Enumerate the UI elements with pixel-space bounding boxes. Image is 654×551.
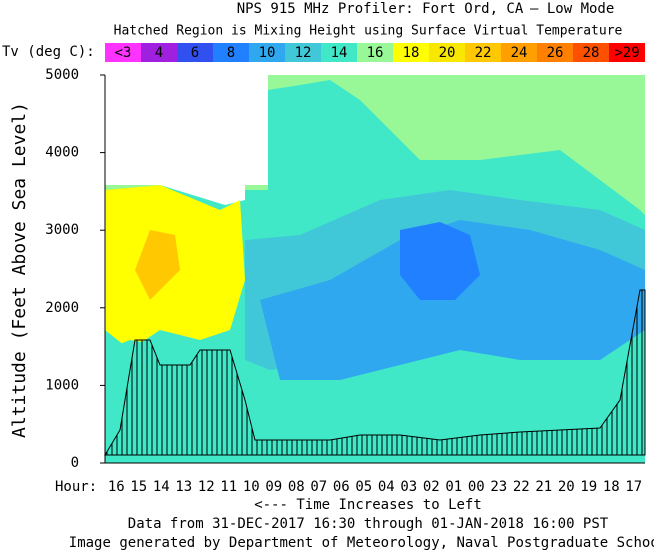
x-tick-label: 05 [355,479,372,495]
colorbar-swatch [429,43,465,62]
y-tick-label: 5000 [45,67,79,83]
y-tick-label: 1000 [45,377,79,393]
x-tick-label: 19 [580,479,597,495]
colorbar-tick-label: 20 [439,45,456,61]
colorbar-tick-label: 24 [511,45,528,61]
colorbar-swatch [141,43,177,62]
colorbar-tick-label: 10 [259,45,276,61]
y-axis-title: Altitude (Feet Above Sea Level) [9,102,30,438]
x-tick-label: 04 [378,479,395,495]
x-tick-label: 01 [445,479,462,495]
x-tick-label: 13 [175,479,192,495]
x-tick-label: 00 [468,479,485,495]
plot-field [104,75,646,463]
colorbar-swatch [321,43,357,62]
x-tick-label: 03 [400,479,417,495]
x-tick-label: 18 [603,479,620,495]
chart-title: NPS 915 MHz Profiler: Fort Ord, CA [237,1,524,17]
colorbar-swatch [573,43,609,62]
x-tick-label: 16 [108,479,125,495]
colorbar-tick-label: 12 [295,45,312,61]
chart-title-right: — Low Mode [530,1,614,17]
x-tick-label: 11 [220,479,237,495]
colorbar-tick-label: 6 [191,45,199,61]
footer-line: Image generated by Department of Meteoro… [69,535,654,551]
x-tick-label: 06 [333,479,350,495]
colorbar-label: Tv (deg C): [2,44,95,60]
colorbar-swatch [465,43,501,62]
x-tick-label: 14 [153,479,170,495]
colorbar-swatch [537,43,573,62]
y-tick-label: 2000 [45,300,79,316]
x-tick-label: 09 [265,479,282,495]
x-tick-label: 10 [243,479,260,495]
colorbar-tick-label: 28 [583,45,600,61]
colorbar-tick-label: 16 [367,45,384,61]
colorbar-tick-label: >29 [614,45,639,61]
x-tick-label: 20 [558,479,575,495]
footer-line: Data from 31-DEC-2017 16:30 through 01-J… [128,516,609,532]
x-tick-label: 08 [288,479,305,495]
colorbar-tick-label: 4 [155,45,163,61]
colorbar-swatch [213,43,249,62]
x-tick-label: 12 [198,479,215,495]
colorbar-swatch [609,43,645,62]
colorbar: <3 4 6 8 10 12 14 16 18 20 22 24 26 28 >29 [105,43,645,62]
y-axis-ticks: 0 1000 2000 3000 4000 5000 [45,67,105,471]
x-tick-label: 23 [490,479,507,495]
y-tick-label: 3000 [45,222,79,238]
colorbar-tick-label: 8 [227,45,235,61]
colorbar-tick-label: 22 [475,45,492,61]
colorbar-swatch [249,43,285,62]
colorbar-swatch [357,43,393,62]
x-axis-ticks: 16 15 14 13 12 11 10 09 08 07 06 05 04 03 02 01 00 23 22 21… [108,479,642,495]
x-tick-label: 17 [625,479,642,495]
y-tick-label: 0 [71,455,79,471]
x-tick-label: 07 [310,479,327,495]
x-tick-label: 15 [130,479,147,495]
colorbar-tick-label: <3 [115,45,132,61]
colorbar-swatch [105,43,141,62]
colorbar-tick-label: 14 [331,45,348,61]
colorbar-tick-label: 26 [547,45,564,61]
x-tick-label: 02 [423,479,440,495]
colorbar-tick-label: 18 [403,45,420,61]
colorbar-swatch [393,43,429,62]
chart-subtitle: Hatched Region is Mixing Height using Su… [114,24,623,39]
x-tick-label: 22 [513,479,530,495]
x-tick-label: 21 [535,479,552,495]
x-axis-title: <--- Time Increases to Left [254,497,482,513]
colorbar-swatch [177,43,213,62]
colorbar-swatch [501,43,537,62]
colorbar-swatch [285,43,321,62]
x-axis-prefix: Hour: [55,479,97,495]
y-tick-label: 4000 [45,145,79,161]
